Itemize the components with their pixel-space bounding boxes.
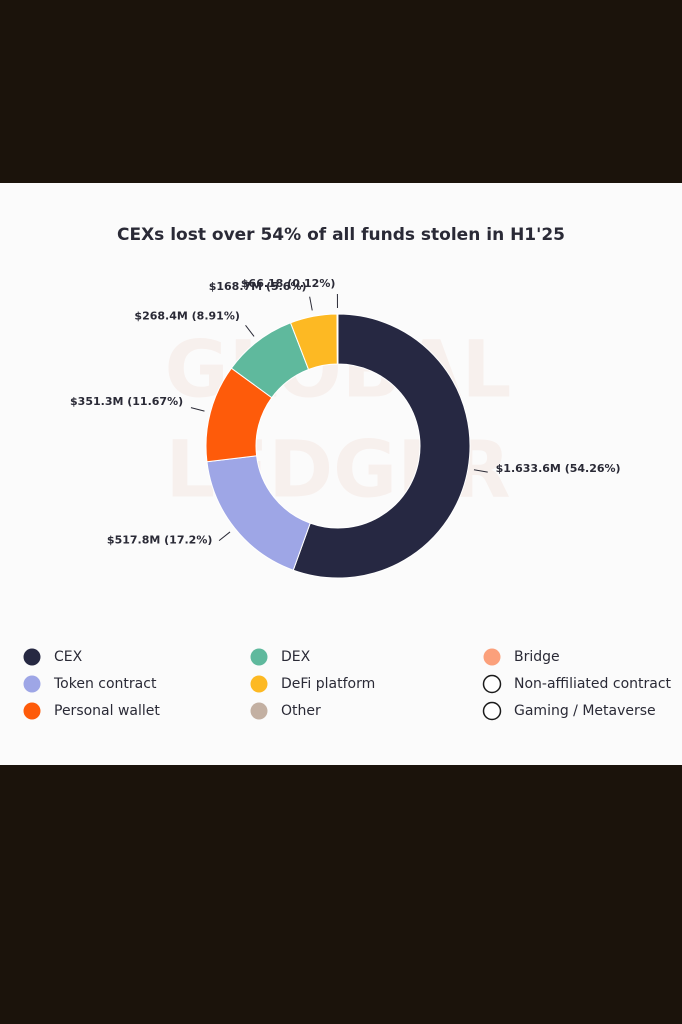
legend: CEX Token contract Personal wallet DEX DeFi … [23,648,672,721]
donut: $1.633.6M (54.26%) $517.8M (17.2%) $351.3M… [70,277,621,579]
leader-line [309,296,313,311]
legend-label: DEX [281,649,311,665]
legend-label: Gaming / Metaverse [514,703,656,719]
leader-line [245,325,255,337]
leader-line [218,531,231,542]
value-label: $168.7M (5.6%) [209,280,307,293]
value-label: $66.18 (0.12%) [241,277,336,290]
legend-swatch [482,674,502,694]
legend-swatch [23,675,41,693]
legend-swatch [482,701,502,721]
panel [0,183,682,765]
legend-swatch [250,675,268,693]
donut-segment [292,313,471,579]
leader-line [473,469,488,473]
legend-label: Token contract [53,676,157,692]
legend-label: DeFi platform [281,676,375,692]
value-label: $1.633.6M (54.26%) [496,462,621,475]
legend-label: Bridge [514,649,560,665]
legend-swatch [250,648,268,666]
value-label: $517.8M (17.2%) [107,533,212,546]
legend-label: CEX [54,649,83,665]
value-label: $268.4M (8.91%) [134,310,239,323]
donut-segment [336,313,339,365]
value-label: $351.3M (11.67%) [70,395,183,408]
legend-swatch [483,648,501,666]
legend-swatch [23,702,41,720]
legend-swatch [250,702,268,720]
legend-swatch [23,648,41,666]
legend-label: Other [281,703,321,719]
legend-label: Non-affiliated contract [514,676,672,692]
legend-label: Personal wallet [54,703,160,719]
chart-title: CEXs lost over 54% of all funds stolen i… [117,225,565,245]
leader-line [190,407,205,412]
